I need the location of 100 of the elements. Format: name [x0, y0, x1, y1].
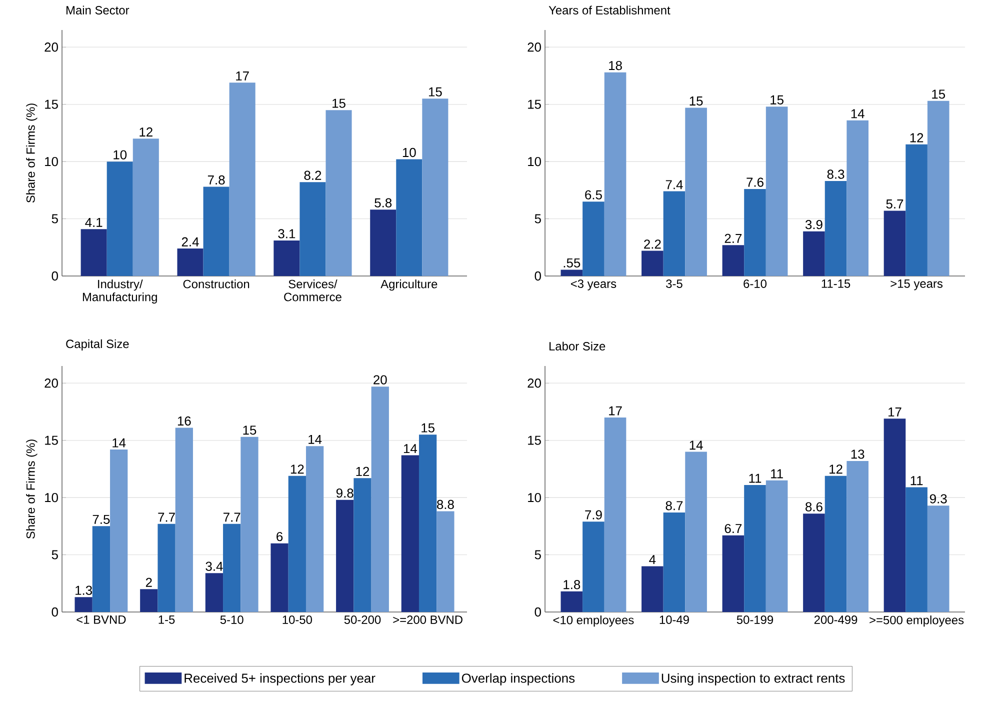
- y-tick-label: 0: [534, 271, 541, 281]
- legend-label: Received 5+ inspections per year: [184, 673, 376, 686]
- bar: [604, 72, 626, 276]
- x-tick-label: <1 BVND: [76, 616, 126, 624]
- data-label: 10: [402, 148, 416, 158]
- bar: [927, 100, 950, 276]
- data-label: 12: [356, 466, 370, 476]
- y-tick-label: 5: [534, 214, 541, 224]
- y-tick-label: 5: [534, 550, 541, 560]
- bar: [326, 110, 352, 276]
- x-tick-label: Services/ Commerce: [284, 280, 342, 302]
- data-label: 2: [146, 578, 152, 587]
- y-tick-label: 5: [52, 214, 58, 224]
- y-tick-label: 0: [52, 271, 58, 281]
- data-label: 1.3: [76, 586, 92, 595]
- data-label: 15: [332, 98, 346, 108]
- bar: [274, 240, 300, 276]
- data-label: 8.8: [437, 500, 454, 510]
- data-label: 7.9: [585, 510, 602, 520]
- bar: [824, 476, 847, 612]
- x-tick-label: 200-499: [814, 616, 858, 624]
- data-label: 15: [243, 426, 256, 435]
- bar: [560, 591, 583, 612]
- bar: [722, 245, 744, 276]
- data-label: 4.1: [85, 218, 102, 227]
- x-tick-label: 11-15: [822, 280, 850, 288]
- bar: [175, 428, 193, 612]
- data-label: 14: [851, 109, 864, 118]
- data-label: 8.2: [304, 170, 322, 180]
- bar: [140, 589, 158, 612]
- x-tick-label: >15 years: [890, 280, 943, 290]
- data-label: 5.8: [374, 198, 392, 208]
- bar: [132, 138, 159, 276]
- data-label: 2.7: [724, 234, 742, 243]
- bar: [722, 535, 744, 612]
- data-label: 12: [910, 133, 924, 142]
- bar: [824, 181, 847, 276]
- data-label: 7.7: [224, 512, 240, 522]
- bar: [766, 480, 788, 612]
- data-label: 7.6: [746, 178, 764, 187]
- x-tick-label: Industry/ Manufacturing: [82, 280, 157, 304]
- x-tick-label: 50-200: [344, 616, 381, 624]
- data-label: 15: [428, 87, 442, 96]
- data-label: 18: [609, 60, 622, 70]
- x-tick-label: <3 years: [570, 280, 616, 290]
- bar: [906, 144, 928, 276]
- data-label: 8.7: [666, 501, 683, 510]
- bar: [582, 202, 604, 276]
- bar: [106, 162, 133, 276]
- bar: [74, 597, 92, 612]
- data-label: .55: [564, 258, 580, 268]
- bar: [370, 210, 396, 276]
- bar: [766, 106, 788, 276]
- bar: [884, 210, 906, 276]
- data-label: 9.8: [336, 488, 354, 498]
- data-label: 14: [690, 440, 703, 450]
- x-tick-label: >=500 employees: [870, 616, 964, 627]
- bar: [560, 270, 583, 276]
- bar: [306, 446, 324, 612]
- x-tick-label: >=200 BVND: [393, 616, 462, 624]
- bar: [240, 436, 258, 612]
- y-tick-label: 0: [52, 607, 58, 617]
- bar: [422, 98, 448, 276]
- bar: [110, 450, 128, 612]
- y-tick-label: 5: [52, 550, 58, 560]
- data-label: 6.7: [724, 524, 742, 534]
- x-tick-label: 6-10: [744, 280, 767, 288]
- bar: [205, 573, 224, 612]
- data-label: 6: [276, 532, 283, 542]
- data-label: 2.4: [182, 237, 199, 246]
- data-label: 11: [910, 476, 923, 486]
- y-tick-label: 15: [45, 436, 58, 445]
- bar: [288, 476, 306, 612]
- bar: [803, 514, 825, 612]
- bar: [685, 452, 707, 612]
- bar: [642, 566, 664, 612]
- y-tick-label: 15: [528, 100, 541, 109]
- bar: [396, 159, 422, 276]
- data-label: 7.4: [666, 180, 683, 190]
- bar: [436, 511, 454, 612]
- bar: [354, 478, 372, 612]
- data-label: 1.8: [564, 580, 580, 590]
- data-label: 15: [932, 90, 946, 99]
- bar: [927, 506, 950, 612]
- data-label: 12: [140, 127, 152, 136]
- data-label: 9.3: [930, 494, 947, 504]
- y-tick-label: 10: [45, 156, 58, 166]
- y-tick-label: 20: [44, 42, 58, 52]
- legend-label: Using inspection to extract rents: [662, 673, 845, 686]
- bar: [158, 524, 176, 612]
- bar: [906, 487, 928, 612]
- x-tick-label: 50-199: [736, 616, 774, 624]
- chart-title: Years of Establishment: [548, 6, 670, 14]
- data-label: 14: [112, 438, 126, 448]
- bar: [803, 231, 825, 276]
- bar: [401, 455, 419, 612]
- bar: [229, 82, 256, 276]
- data-label: 15: [422, 423, 434, 432]
- y-tick-label: 15: [45, 100, 58, 109]
- bar: [846, 460, 868, 612]
